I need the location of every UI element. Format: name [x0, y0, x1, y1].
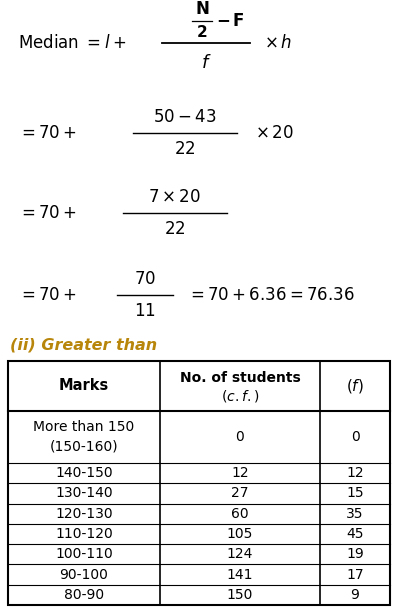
- Text: $7 \times 20$: $7 \times 20$: [148, 188, 201, 206]
- Text: $(\mathit{f})$: $(\mathit{f})$: [346, 377, 364, 395]
- Text: 141: 141: [227, 568, 253, 582]
- Text: 35: 35: [346, 507, 364, 520]
- Text: $= 70 +$: $= 70 +$: [18, 204, 77, 222]
- Text: No. of students: No. of students: [179, 371, 300, 385]
- Text: $\mathbf{-\,F}$: $\mathbf{-\,F}$: [216, 12, 244, 30]
- Bar: [8, 361, 390, 605]
- Text: 60: 60: [231, 507, 249, 520]
- Text: $22$: $22$: [174, 140, 196, 158]
- Text: $\times\, 20$: $\times\, 20$: [255, 124, 294, 142]
- Text: 150: 150: [227, 588, 253, 602]
- Text: 130-140: 130-140: [55, 487, 113, 500]
- Text: 12: 12: [346, 466, 364, 480]
- Text: $22$: $22$: [164, 220, 186, 238]
- Text: (ii) Greater than: (ii) Greater than: [10, 338, 157, 352]
- Text: $11$: $11$: [134, 302, 156, 320]
- Text: 0: 0: [351, 430, 359, 444]
- Text: $\mathbf{2}$: $\mathbf{2}$: [196, 24, 208, 40]
- Text: $= 70 +$: $= 70 +$: [18, 124, 77, 142]
- Text: 110-120: 110-120: [55, 527, 113, 541]
- Text: 80-90: 80-90: [64, 588, 104, 602]
- Text: $70$: $70$: [134, 270, 156, 288]
- Text: $(c.f.)$: $(c.f.)$: [221, 388, 259, 404]
- Text: More than 150: More than 150: [33, 420, 135, 434]
- Text: 45: 45: [346, 527, 364, 541]
- Text: 19: 19: [346, 547, 364, 562]
- Text: $\mathit{f}$: $\mathit{f}$: [201, 54, 211, 72]
- Text: $\mathbf{N}$: $\mathbf{N}$: [195, 0, 209, 18]
- Text: 9: 9: [351, 588, 359, 602]
- Text: 120-130: 120-130: [55, 507, 113, 520]
- Text: 27: 27: [231, 487, 249, 500]
- Text: $\times\, \mathit{h}$: $\times\, \mathit{h}$: [264, 34, 292, 52]
- Text: 12: 12: [231, 466, 249, 480]
- Text: (150-160): (150-160): [50, 440, 118, 454]
- Text: $= 70 +$: $= 70 +$: [18, 286, 77, 304]
- Text: 140-150: 140-150: [55, 466, 113, 480]
- Text: 15: 15: [346, 487, 364, 500]
- Text: 90-100: 90-100: [60, 568, 108, 582]
- Text: 100-110: 100-110: [55, 547, 113, 562]
- Text: 0: 0: [236, 430, 244, 444]
- Text: 17: 17: [346, 568, 364, 582]
- Text: 124: 124: [227, 547, 253, 562]
- Text: $= 70 + 6.36 = 76.36$: $= 70 + 6.36 = 76.36$: [187, 286, 355, 304]
- Text: 105: 105: [227, 527, 253, 541]
- Text: Marks: Marks: [59, 378, 109, 394]
- Text: $50 - 43$: $50 - 43$: [153, 108, 217, 126]
- Text: Median $= l +$: Median $= l +$: [18, 34, 126, 52]
